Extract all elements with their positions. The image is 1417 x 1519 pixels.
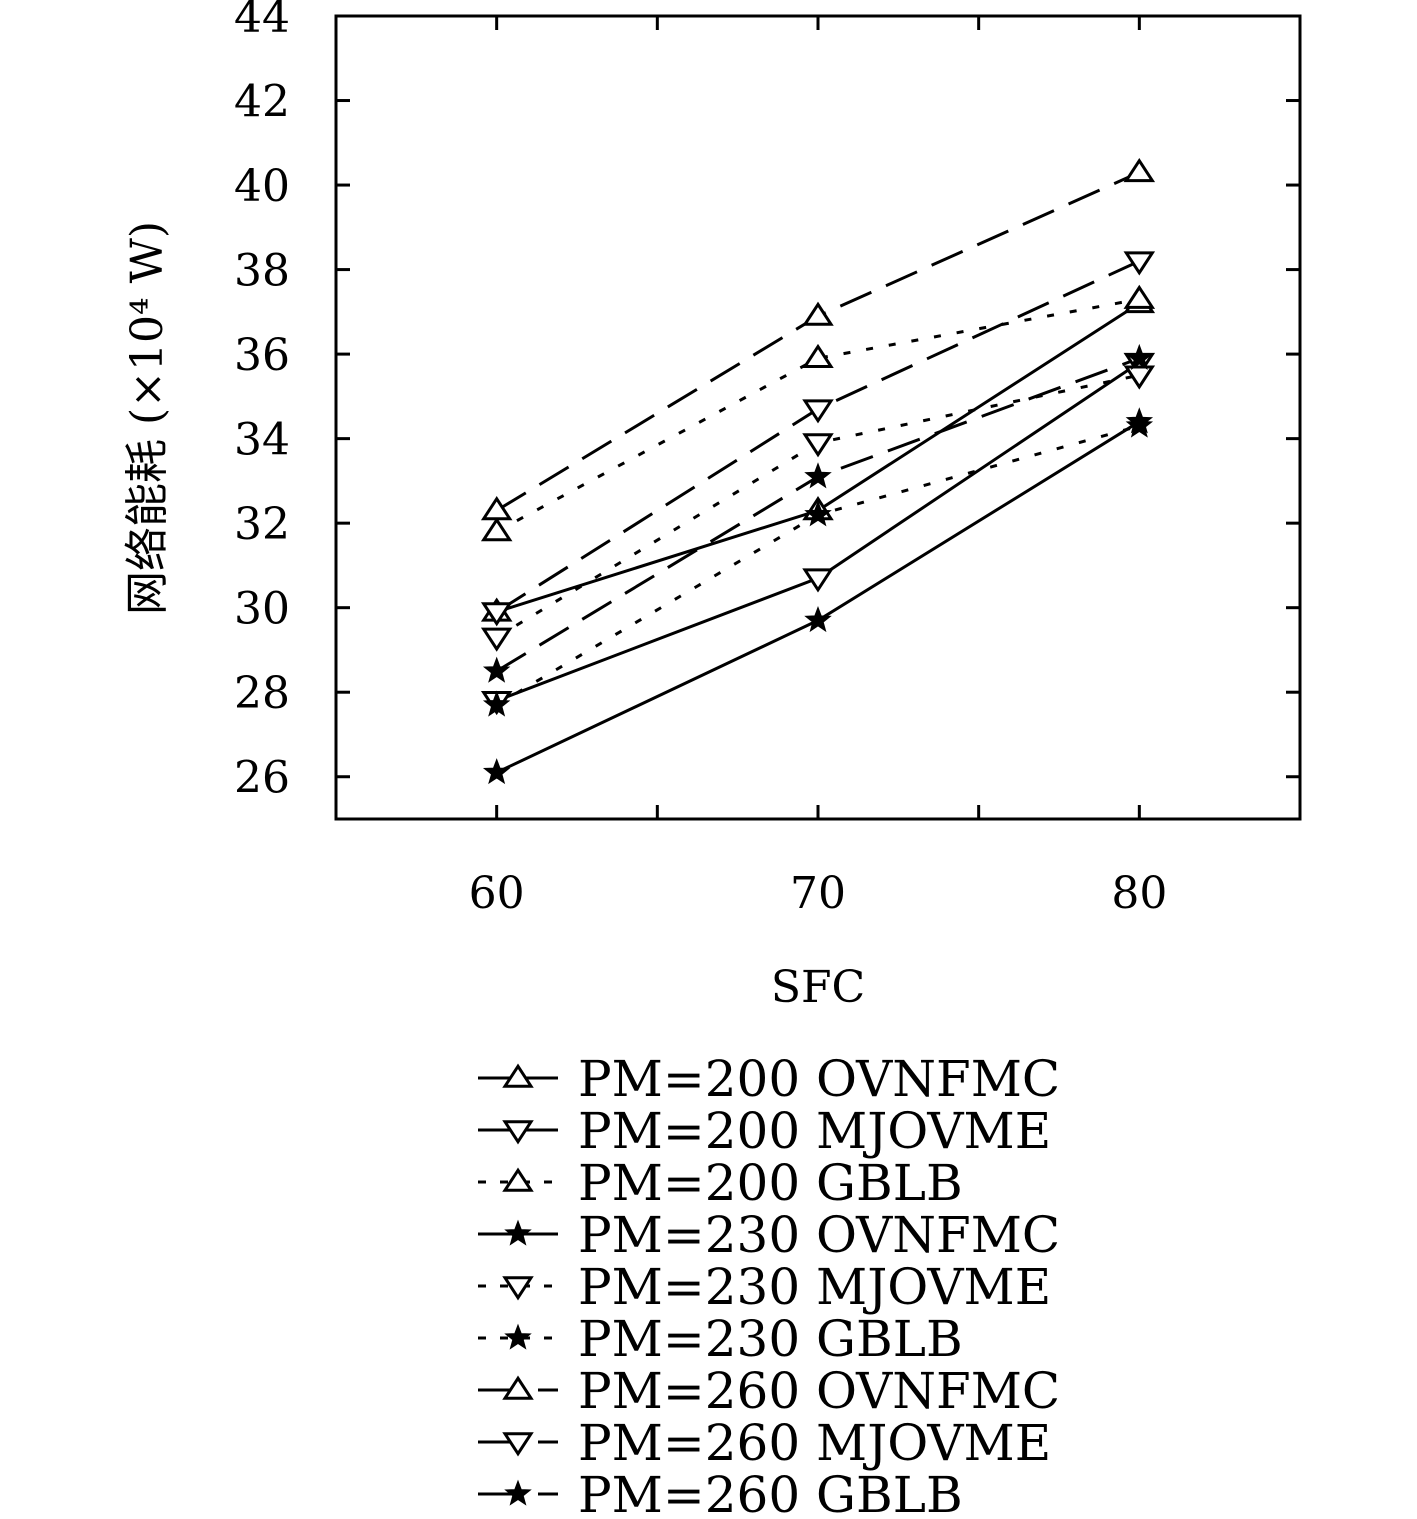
y-tick-label: 26 — [234, 753, 290, 804]
legend-label: PM=260 MJOVME — [578, 1414, 1051, 1472]
series-line-7 — [495, 171, 1140, 512]
series-line-3 — [495, 297, 1140, 533]
axis-ticks — [336, 14, 1300, 819]
series-point-3 — [802, 343, 834, 368]
series-point-3 — [480, 517, 513, 542]
legend-marker — [502, 1120, 534, 1145]
series-point-4 — [482, 758, 511, 785]
y-tick-label: 44 — [234, 0, 290, 43]
series-point-5 — [802, 433, 834, 458]
y-tick-label: 42 — [234, 77, 290, 128]
tick-labels: 26 28 30 32 34 36 38 40 42 44 60 70 80 — [234, 0, 1167, 919]
series-point-7 — [480, 496, 513, 521]
y-tick-label: 28 — [234, 668, 290, 719]
series-point-4 — [804, 605, 832, 633]
x-axis-label: SFC — [771, 962, 865, 1013]
legend-entry: PM=230 OVNFMC — [478, 1206, 1060, 1264]
series-point-5 — [1123, 365, 1156, 390]
legend-entry: PM=260 MJOVME — [478, 1414, 1051, 1472]
legend-marker — [502, 1276, 534, 1301]
y-tick-label: 30 — [234, 584, 290, 635]
series-point-5 — [480, 627, 513, 652]
series-point-8 — [802, 399, 834, 424]
legend-label: PM=230 GBLB — [578, 1310, 963, 1368]
legend-label: PM=200 OVNFMC — [578, 1050, 1060, 1108]
x-tick-label: 80 — [1111, 868, 1167, 919]
series-point-2 — [802, 568, 834, 593]
legend-marker — [504, 1323, 532, 1350]
series-point-6 — [804, 500, 832, 527]
legend-label: PM=200 MJOVME — [578, 1102, 1051, 1160]
series-point-9 — [482, 656, 511, 683]
legend-marker — [502, 1063, 534, 1088]
series-point-7 — [1123, 157, 1156, 183]
series-point-6 — [482, 690, 511, 717]
series-point-7 — [802, 301, 834, 326]
legend-entry: PM=200 GBLB — [478, 1154, 963, 1212]
y-tick-label: 32 — [234, 499, 290, 550]
legend-label: PM=230 MJOVME — [578, 1258, 1051, 1316]
series-point-6 — [1125, 411, 1154, 438]
series-point-9 — [804, 462, 832, 489]
series-point-3 — [1123, 284, 1156, 309]
legend-label: PM=230 OVNFMC — [578, 1206, 1060, 1264]
legend-entry: PM=260 GBLB — [478, 1466, 963, 1519]
y-tick-label: 34 — [234, 415, 290, 466]
legend-entry: PM=230 GBLB — [478, 1310, 963, 1368]
y-tick-label: 36 — [234, 330, 290, 381]
plot-markers — [480, 157, 1156, 785]
legend-entry: PM=200 OVNFMC — [478, 1050, 1060, 1108]
x-tick-label: 70 — [790, 868, 846, 919]
legend-entry: PM=230 MJOVME — [478, 1258, 1051, 1316]
x-tick-label: 60 — [469, 868, 525, 919]
legend-label: PM=260 GBLB — [578, 1466, 963, 1519]
y-tick-label: 38 — [234, 246, 290, 297]
legend-marker — [502, 1432, 534, 1457]
legend-entry: PM=200 MJOVME — [478, 1102, 1051, 1160]
series-point-8 — [480, 602, 513, 627]
legend-marker — [502, 1375, 534, 1400]
y-axis-label: 网络能耗 (×10⁴ W) — [122, 221, 173, 615]
legend-marker — [504, 1219, 532, 1246]
y-tick-label: 40 — [234, 161, 290, 212]
series-point-9 — [1125, 343, 1154, 370]
legend-marker — [504, 1479, 532, 1506]
legend-marker — [502, 1167, 534, 1192]
legend-label: PM=200 GBLB — [578, 1154, 963, 1212]
series-point-8 — [1123, 251, 1156, 276]
legend-entry: PM=260 OVNFMC — [478, 1362, 1060, 1420]
legend-label: PM=260 OVNFMC — [578, 1362, 1060, 1420]
